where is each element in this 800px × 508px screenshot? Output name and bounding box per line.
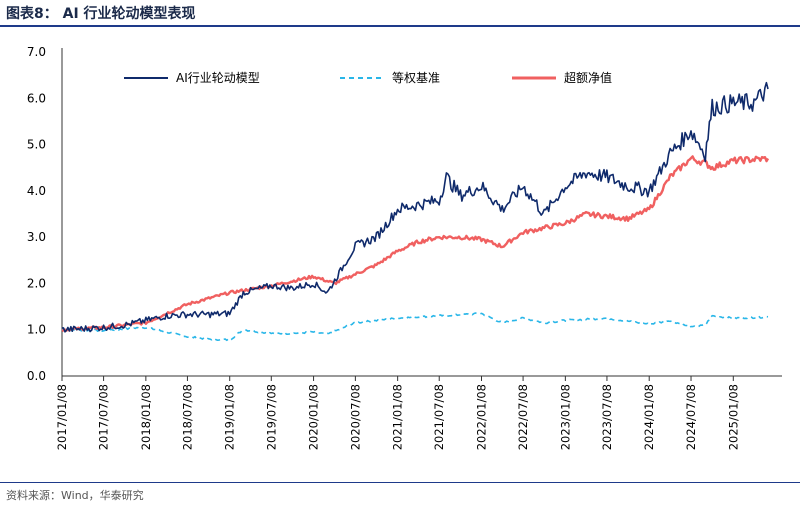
axes: 0.0 1.0 2.0 3.0 4.0 5.0 6.0 7.0 2017/01/08 2017/0…: [27, 45, 782, 450]
x-tick-label: 2018/07/08: [180, 384, 194, 450]
bottom-rule: [0, 482, 800, 483]
y-tick-label: 1.0: [27, 323, 46, 337]
x-tick-label: 2021/07/08: [432, 384, 446, 450]
legend-label: 等权基准: [392, 71, 440, 85]
x-tick-label: 2022/07/08: [516, 384, 530, 450]
legend: AI行业轮动模型 等权基准 超额净值: [124, 70, 612, 85]
x-tick-label: 2017/01/08: [55, 384, 69, 450]
chart-title: 图表8： AI 行业轮动模型表现: [6, 6, 196, 22]
x-tick-label: 2020/01/08: [307, 384, 321, 450]
y-tick-label: 0.0: [27, 369, 46, 383]
x-tick-label: 2019/07/08: [264, 384, 278, 450]
x-tick-label: 2023/01/08: [558, 384, 572, 450]
top-rule: [0, 25, 800, 27]
series-line: [62, 81, 769, 333]
x-tick-label: 2020/07/08: [348, 384, 362, 450]
y-tick-label: 5.0: [27, 138, 46, 152]
y-tick-label: 3.0: [27, 230, 46, 244]
source-note: 资料来源：Wind，华泰研究: [6, 489, 144, 502]
legend-label: AI行业轮动模型: [176, 71, 260, 85]
y-tick-label: 7.0: [27, 45, 46, 59]
line-chart: 0.0 1.0 2.0 3.0 4.0 5.0 6.0 7.0 2017/01/08 2017/0…: [27, 45, 782, 450]
series-layer: [61, 81, 770, 342]
x-tick-label: 2018/01/08: [139, 384, 153, 450]
y-tick-label: 2.0: [27, 276, 46, 290]
series-line: [61, 312, 769, 342]
y-tick-label: 6.0: [27, 91, 46, 105]
x-tick-label: 2023/07/08: [600, 384, 614, 450]
legend-label: 超额净值: [564, 70, 612, 85]
x-tick-label: 2024/07/08: [684, 384, 698, 450]
y-tick-label: 4.0: [27, 184, 46, 198]
x-tick-label: 2019/01/08: [223, 384, 237, 450]
x-tick-label: 2021/01/08: [391, 384, 405, 450]
x-tick-label: 2017/07/08: [97, 384, 111, 450]
x-tick-label: 2022/01/08: [475, 384, 489, 450]
series-line: [61, 155, 770, 332]
x-tick-label: 2024/01/08: [642, 384, 656, 450]
x-tick-label: 2025/01/08: [726, 384, 740, 450]
